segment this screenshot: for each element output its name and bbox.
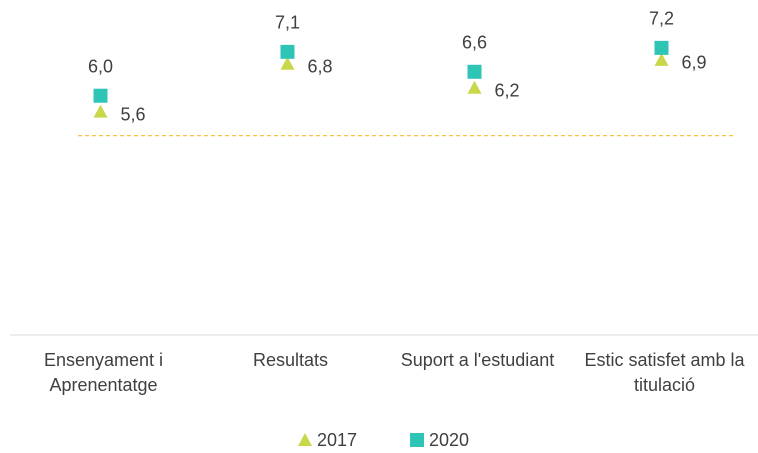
data-label: 7,2 — [649, 9, 674, 29]
x-tick-label: Ensenyament i Aprenentatge — [43, 350, 164, 395]
data-label: 6,0 — [88, 56, 113, 76]
legend-label: 2017 — [317, 430, 357, 450]
data-point — [467, 80, 482, 94]
legend-marker — [410, 433, 424, 447]
legend-label: 2020 — [429, 430, 469, 450]
data-label: 6,6 — [462, 33, 487, 53]
data-point — [280, 56, 295, 70]
x-tick-label: Suport a l'estudiant — [400, 350, 555, 370]
data-point — [280, 44, 295, 59]
data-point — [654, 40, 669, 55]
data-point — [93, 88, 108, 103]
data-label: 7,1 — [275, 13, 300, 33]
data-label: 6,2 — [495, 80, 520, 100]
data-point — [654, 52, 669, 66]
x-tick-label: Resultats — [252, 350, 329, 370]
x-tick-label: Estic satisfet amb la titulació — [584, 350, 745, 395]
data-point — [93, 104, 108, 118]
legend-marker — [298, 433, 312, 446]
data-label: 6,9 — [682, 53, 707, 73]
data-point — [467, 64, 482, 79]
data-label: 6,8 — [308, 57, 333, 77]
data-label: 5,6 — [121, 104, 146, 124]
